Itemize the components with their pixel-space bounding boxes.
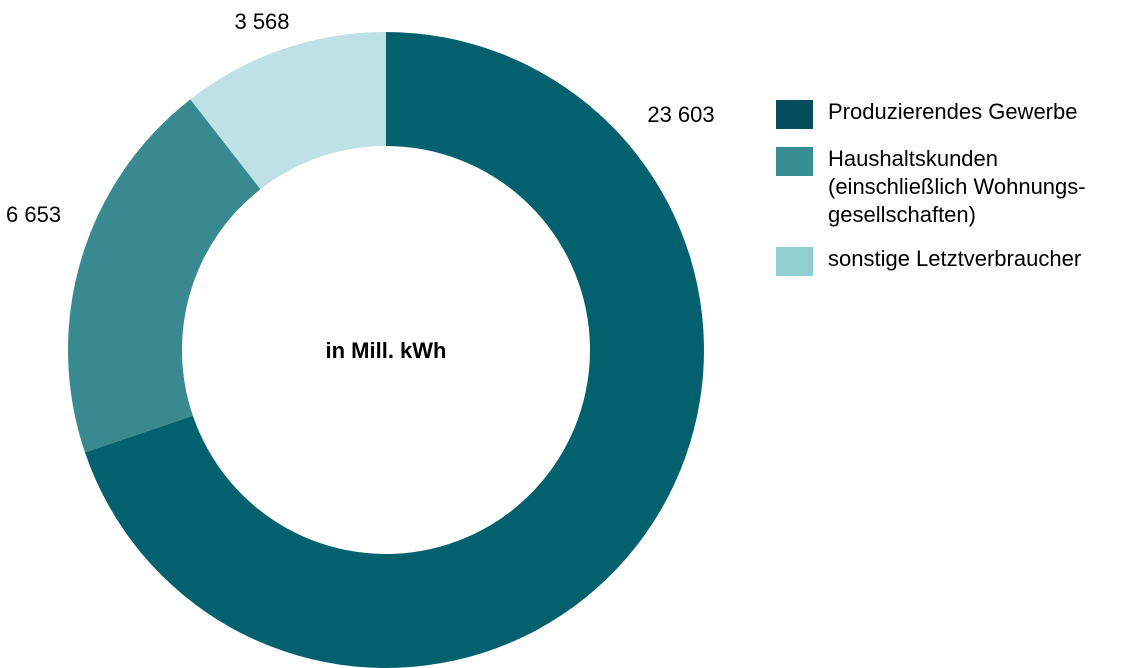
legend: Produzierendes Gewerbe Haushaltskunden (… xyxy=(776,98,1144,292)
legend-item-produzierendes-gewerbe: Produzierendes Gewerbe xyxy=(776,98,1144,129)
donut-slices xyxy=(67,32,705,668)
value-label-produzierendes-gewerbe: 23 603 xyxy=(647,102,714,127)
value-label-haushaltskunden: 6 653 xyxy=(6,202,61,227)
legend-label: sonstige Letztverbraucher xyxy=(828,246,1082,271)
slice-haushaltskunden xyxy=(67,99,261,453)
value-label-sonstige-letztverbraucher: 3 568 xyxy=(234,9,289,34)
legend-label: Produzierendes Gewerbe xyxy=(828,99,1078,124)
legend-swatch xyxy=(776,247,813,276)
value-labels: 23 603 6 653 3 568 xyxy=(6,9,715,227)
legend-item-haushaltskunden: Haushaltskunden (einschließlich Wohnungs… xyxy=(776,145,1144,229)
slice-sonstige-letztverbraucher xyxy=(190,32,386,190)
legend-swatch xyxy=(776,100,813,129)
slice-produzierendes-gewerbe xyxy=(84,32,705,668)
legend-label: Haushaltskunden (einschließlich Wohnungs… xyxy=(828,146,1086,227)
center-label: in Mill. kWh xyxy=(326,338,447,363)
legend-swatch xyxy=(776,147,813,176)
legend-item-sonstige-letztverbraucher: sonstige Letztverbraucher xyxy=(776,245,1144,276)
